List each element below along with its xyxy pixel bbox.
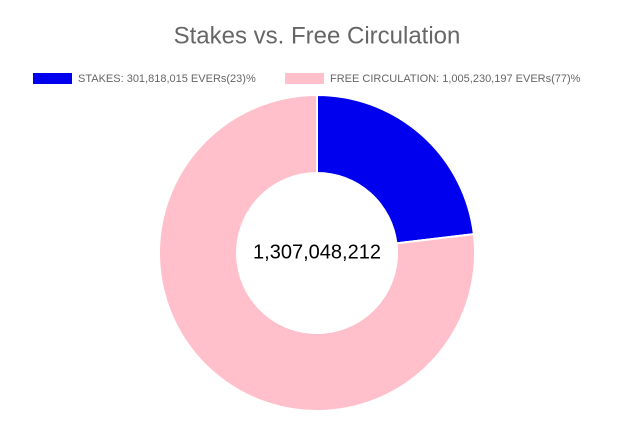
legend-swatch xyxy=(33,73,72,84)
center-label: 1,307,048,212 xyxy=(253,241,381,263)
doughnut-slice xyxy=(316,93,475,245)
legend-label: FREE CIRCULATION: 1,005,230,197 EVERs(77… xyxy=(330,73,581,85)
legend-swatch xyxy=(285,73,324,84)
doughnut-slice xyxy=(158,93,476,412)
legend-label: STAKES: 301,818,015 EVERs(23)% xyxy=(78,73,256,85)
chart-title: Stakes vs. Free Circulation xyxy=(174,22,461,49)
